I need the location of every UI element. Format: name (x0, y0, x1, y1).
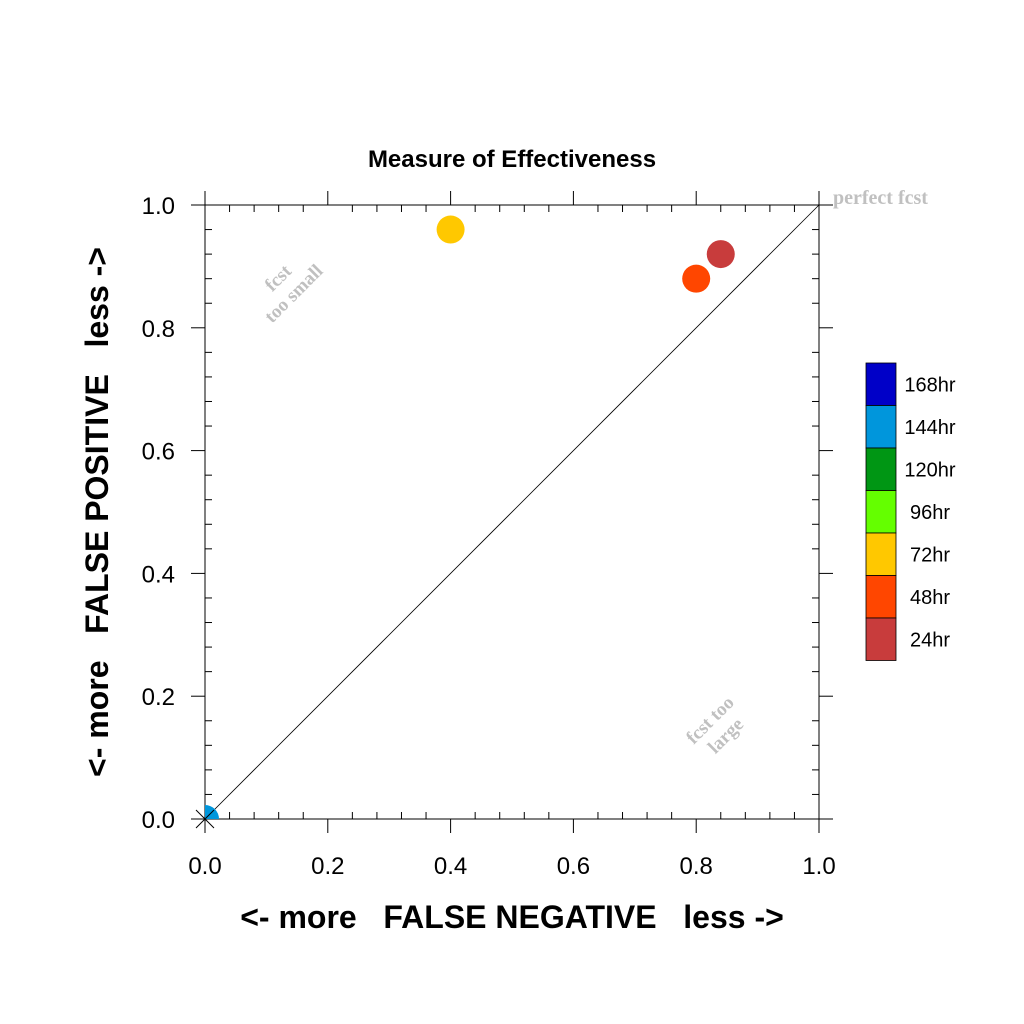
legend-swatch-168hr (865, 362, 897, 406)
y-tick-label: 0.6 (142, 439, 175, 466)
y-tick-labels: 0.0 0.2 0.4 0.6 0.8 1.0 (142, 193, 175, 834)
data-point-48hr (682, 264, 711, 293)
x-tick-label: 0.0 (188, 853, 221, 880)
x-tick-label: 0.4 (434, 853, 467, 880)
legend-swatch-72hr (865, 532, 897, 576)
annotation-too-large: fcst too large (682, 692, 748, 758)
data-point-72hr (436, 215, 465, 244)
legend-label-48hr: 48hr (910, 587, 950, 609)
x-tick-label: 0.8 (680, 853, 713, 880)
y-tick-label: 0.0 (142, 807, 175, 834)
legend-swatch-24hr (865, 617, 897, 661)
y-tick-label: 1.0 (142, 193, 175, 220)
x-axis-label: <- more FALSE NEGATIVE less -> (240, 899, 784, 935)
x-tick-labels: 0.0 0.2 0.4 0.6 0.8 1.0 (188, 853, 835, 880)
data-point-24hr (706, 240, 735, 269)
legend-label-120hr: 120hr (904, 459, 955, 481)
legend-swatch-96hr (865, 490, 897, 534)
legend-label-24hr: 24hr (910, 629, 950, 651)
legend: 168hr 144hr 120hr 96hr 72hr 48hr 24hr (865, 362, 956, 661)
legend-swatch-48hr (865, 575, 897, 619)
diagonal-line (204, 204, 820, 820)
chart-title: Measure of Effectiveness (368, 146, 656, 173)
legend-label-168hr: 168hr (904, 374, 955, 396)
annotation-too-small: fcst too small (261, 260, 328, 327)
x-tick-label: 0.2 (311, 853, 344, 880)
legend-swatch-144hr (865, 405, 897, 449)
x-tick-label: 1.0 (802, 853, 835, 880)
x-tick-label: 0.6 (557, 853, 590, 880)
legend-label-144hr: 144hr (904, 417, 955, 439)
y-axis-label: <- more FALSE POSITIVE less -> (79, 247, 115, 777)
y-tick-label: 0.2 (142, 684, 175, 711)
legend-swatch-120hr (865, 447, 897, 491)
origin-cross (195, 809, 215, 829)
plot-frame (204, 204, 820, 820)
y-tick-label: 0.4 (142, 561, 175, 588)
legend-label-96hr: 96hr (910, 502, 950, 524)
ticks (191, 191, 833, 833)
plot-area: fcst too small fcst too large perfect fc… (191, 187, 928, 833)
annotation-perfect-fcst: perfect fcst (833, 187, 928, 209)
y-tick-label: 0.8 (142, 316, 175, 343)
legend-label-72hr: 72hr (910, 544, 950, 566)
